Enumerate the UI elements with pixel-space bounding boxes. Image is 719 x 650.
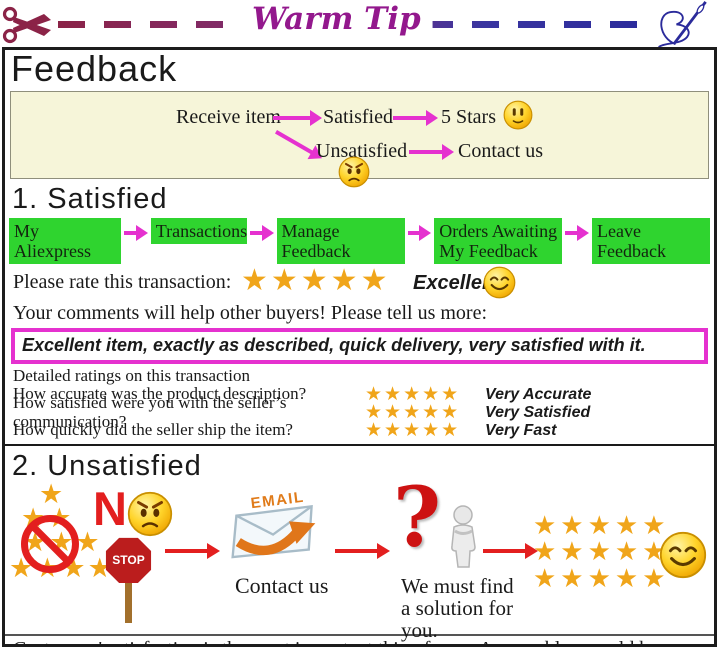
flow-satisfied: Satisfied <box>323 105 393 128</box>
aliexpress-nav-flow: My Aliexpress Transactions Manage Feedba… <box>5 216 714 265</box>
header-strip: Warm Tip <box>0 0 719 47</box>
arrow-right-icon <box>124 225 148 242</box>
rating-row: How satisfied were you with the seller’s… <box>13 394 706 431</box>
flow-contact-us: Contact us <box>458 139 543 162</box>
arrow-right-icon <box>565 225 589 242</box>
rating-value: Very Accurate <box>485 385 592 403</box>
section-divider <box>5 443 714 446</box>
five-star-rating: ★★★★★ <box>241 263 391 299</box>
rating-row: How accurate was the product description… <box>13 383 706 406</box>
flow-receive-item: Receive item <box>176 105 281 128</box>
star-grid: ★★★★★ ★★★★★ ★★★★★ <box>533 510 670 594</box>
nav-step-transactions: Transactions <box>150 218 247 245</box>
five-star-rating: ★★★★★ <box>365 401 461 424</box>
arrow-right-icon <box>249 225 274 242</box>
person-icon <box>445 505 485 569</box>
no-sign-icon <box>21 514 79 573</box>
rating-question: How satisfied were you with the seller’s… <box>13 393 287 431</box>
rating-question: How quickly did the seller ship the item… <box>13 420 293 440</box>
scissors-icon <box>2 3 54 47</box>
stop-sign-post <box>125 582 132 623</box>
feedback-title: Feedback <box>11 48 178 89</box>
unsatisfied-flow: ★ ★★ ★★★ ★★★★★ N STOP Contact us ? We mu… <box>5 477 714 642</box>
question-figure: ? <box>393 477 503 575</box>
needle-thread-icon <box>653 0 715 47</box>
solution-text: We must find a solution for you. <box>401 573 514 643</box>
arrow-right-icon <box>407 225 431 242</box>
flow-5-stars: 5 Stars <box>441 105 496 128</box>
rating-row: How quickly did the seller ship the item… <box>13 419 706 442</box>
page-title: Warm Tip <box>240 0 433 39</box>
flow-unsatisfied: Unsatisfied <box>316 139 408 162</box>
rate-transaction-row: Please rate this transaction: ★★★★★ Exce… <box>5 264 714 302</box>
rating-question: How accurate was the product description… <box>13 384 307 404</box>
nav-step-manage-feedback: Manage Feedback <box>276 218 405 265</box>
happy-icon <box>659 531 707 579</box>
letter-n: N <box>93 481 127 535</box>
comments-prompt: Your comments will help other buyers! Pl… <box>13 302 488 325</box>
smiley-icon <box>503 100 533 130</box>
detailed-ratings-heading: Detailed ratings on this transaction <box>13 366 250 386</box>
arrow-right-icon <box>409 143 454 160</box>
frowny-icon <box>338 156 370 188</box>
arrow-right-icon <box>335 542 390 559</box>
comment-example-box: Excellent item, exactly as described, qu… <box>11 328 708 365</box>
arrow-right-icon <box>483 542 538 559</box>
question-mark-icon: ? <box>393 469 442 566</box>
rate-label: Please rate this transaction: <box>13 271 232 294</box>
nav-step-my-aliexpress: My Aliexpress <box>9 218 121 265</box>
five-star-rating: ★★★★★ <box>365 419 461 442</box>
feedback-flow-panel: Receive item Satisfied 5 Stars Unsatisfi… <box>10 90 709 179</box>
contact-us-label: Contact us <box>235 572 329 598</box>
five-star-rating: ★★★★★ <box>365 383 461 406</box>
satisfied-heading: 1. Satisfied <box>12 182 168 215</box>
nav-step-orders-awaiting: Orders Awaiting My Feedback <box>434 218 563 265</box>
rating-value: Very Fast <box>485 421 557 439</box>
arrow-down-right-icon <box>275 129 314 155</box>
frowny-icon <box>127 491 173 537</box>
footer-message: Customers' satisfaction is the most impo… <box>5 636 714 644</box>
rating-value: Excellent <box>413 272 501 295</box>
arrow-right-icon <box>273 109 322 126</box>
arrow-right-icon <box>165 542 220 559</box>
main-panel: Feedback Receive item Satisfied 5 Stars … <box>2 47 717 647</box>
email-icon <box>227 487 321 567</box>
happy-icon <box>483 266 516 299</box>
detailed-ratings: Detailed ratings on this transaction How… <box>5 366 714 442</box>
unsatisfied-heading: 2. Unsatisfied <box>12 449 202 482</box>
footer-divider <box>5 633 714 636</box>
rating-value: Very Satisfied <box>485 403 591 421</box>
nav-step-leave-feedback: Leave Feedback <box>592 218 710 265</box>
stop-sign-icon: STOP <box>105 537 152 584</box>
arrow-right-icon <box>393 109 438 126</box>
